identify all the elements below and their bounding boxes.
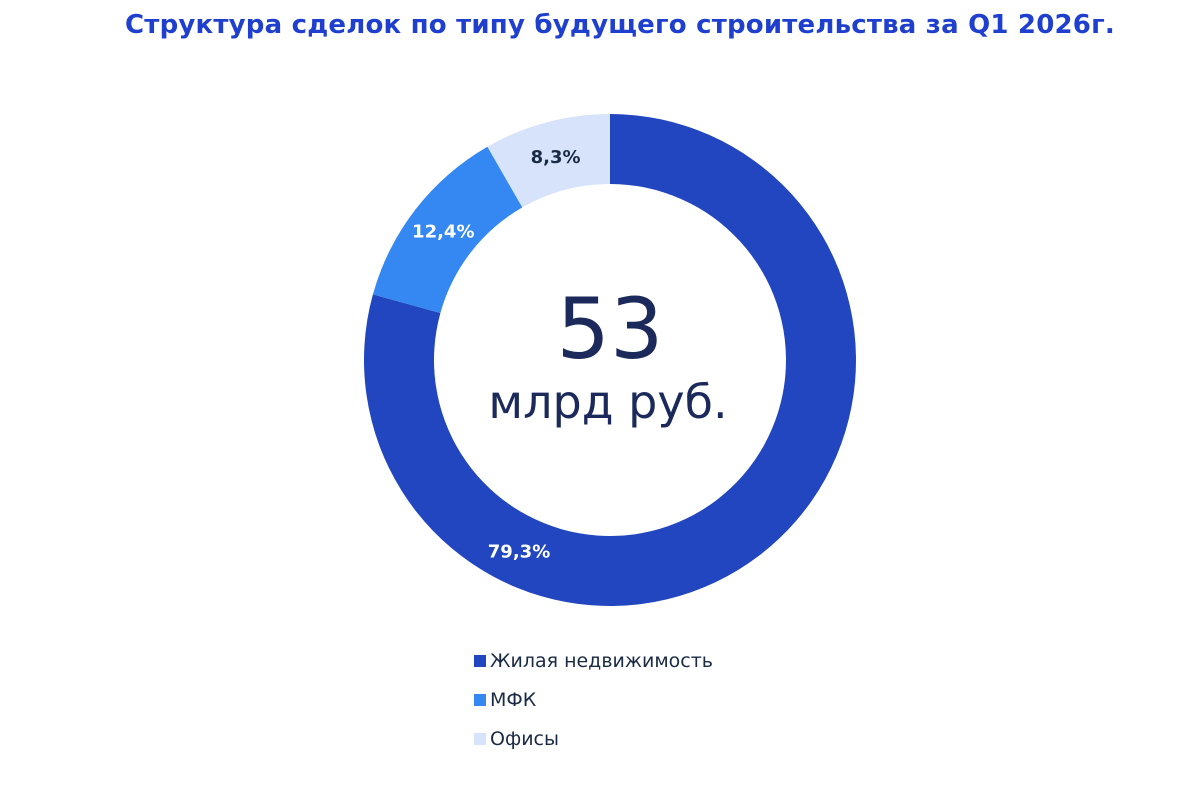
- legend-item: Офисы: [474, 726, 713, 752]
- legend-swatch: [474, 694, 486, 706]
- slice-labels: 79,3% 12,4% 8,3%: [412, 147, 581, 562]
- legend-item: Жилая недвижимость: [474, 648, 713, 674]
- chart-title: Структура сделок по типу будущего строит…: [125, 10, 1115, 40]
- legend-label: МФК: [490, 689, 537, 711]
- center-total-value: 53: [557, 280, 664, 378]
- center-total-unit: млрд руб.: [488, 375, 727, 429]
- legend-item: МФК: [474, 687, 713, 713]
- legend-swatch: [474, 655, 486, 667]
- donut-slices: [363, 114, 856, 607]
- slice-value-label: 8,3%: [531, 147, 581, 168]
- legend-swatch: [474, 733, 486, 745]
- legend-label: Жилая недвижимость: [490, 650, 713, 672]
- donut-slice-3: [487, 114, 610, 208]
- chart-legend: Жилая недвижимость МФК Офисы: [474, 648, 713, 765]
- legend-label: Офисы: [490, 728, 559, 750]
- slice-value-label: 12,4%: [412, 222, 474, 243]
- donut-slice-2: [372, 146, 523, 314]
- slice-value-label: 79,3%: [488, 541, 550, 562]
